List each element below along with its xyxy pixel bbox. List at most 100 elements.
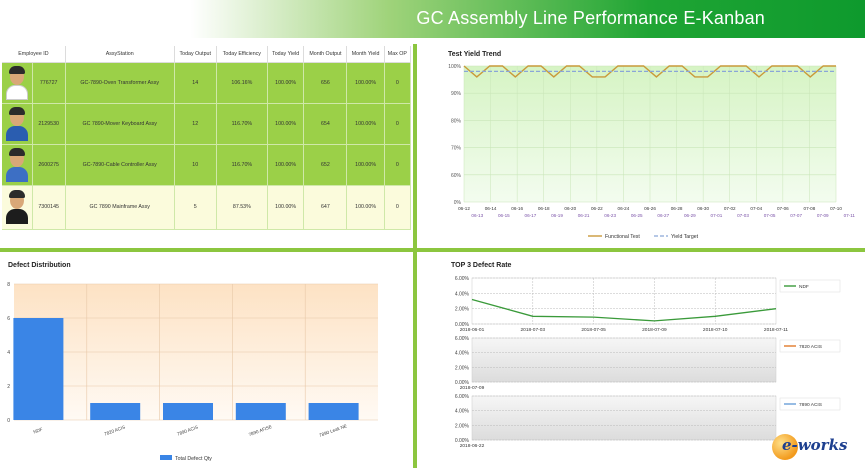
x-tick-label: 07-03: [737, 213, 749, 218]
x-tick-label: 06-29: [684, 213, 696, 218]
legend-swatch: [160, 455, 172, 460]
employee-photo: [2, 62, 33, 104]
x-tick-label: 07-01: [711, 213, 723, 218]
table-row[interactable]: 2600275 GC-7890-Cable Controller Assy 10…: [2, 144, 412, 186]
table-row[interactable]: 2129530 GC 7890-Mover Keyboard Assy 12 1…: [2, 103, 412, 145]
col-today-efficiency: Today Efficiency: [216, 46, 268, 63]
yield-trend-chart: 0%60%70%80%90%100%06-1206-1306-1406-1506…: [448, 64, 855, 240]
legend-label: NDF: [799, 284, 809, 290]
legend-label: 7820 ACIS: [799, 344, 822, 350]
cell-month-yield: 100.00%: [346, 185, 385, 230]
cell-today-efficiency: 116.70%: [216, 103, 268, 145]
x-tick-label: 06-22: [591, 206, 603, 211]
cell-today-yield: 100.00%: [267, 103, 305, 145]
x-tick-label: 07-08: [804, 206, 816, 211]
x-tick-label: 06-15: [498, 213, 510, 218]
avatar: [5, 65, 29, 100]
x-tick-label: 7820 ACIS: [104, 424, 126, 436]
performance-table: Employee ID AssyStation Today Output Tod…: [2, 46, 412, 230]
x-tick-label: 2018-07-09: [460, 385, 485, 391]
x-tick-label: 07-06: [777, 206, 789, 211]
x-tick-label: 06-26: [644, 206, 656, 211]
bar: [90, 403, 141, 420]
y-tick-label: 0: [7, 418, 10, 424]
cell-month-yield: 100.00%: [346, 62, 385, 104]
x-tick-label: 06-28: [671, 206, 683, 211]
cell-max-op: 0: [384, 103, 412, 145]
cell-month-yield: 100.00%: [346, 103, 385, 145]
x-tick-label: 07-10: [830, 206, 842, 211]
y-tick-label: 4.00%: [455, 291, 470, 297]
x-tick-label: 06-17: [525, 213, 537, 218]
cell-today-efficiency: 87.53%: [216, 185, 268, 230]
table-row[interactable]: 7300145 GC 7890 Mainframe Assy 5 87.53% …: [2, 185, 412, 230]
x-tick-label: 06-27: [657, 213, 669, 218]
series-line: [471, 298, 777, 322]
cell-employee-id: 2600275: [32, 144, 66, 186]
logo-text: e-works: [782, 436, 848, 454]
col-employee-id: Employee ID: [2, 46, 66, 63]
cell-month-yield: 100.00%: [346, 144, 385, 186]
x-tick-label: 06-13: [471, 213, 483, 218]
y-tick-label: 4.00%: [455, 351, 470, 357]
cell-month-output: 647: [303, 185, 348, 230]
x-tick-label: 06-18: [538, 206, 550, 211]
x-tick-label: 06-24: [618, 206, 630, 211]
table-row[interactable]: 776727 GC-7890-Oven Transformer Assy 14 …: [2, 62, 412, 104]
cell-station: GC 7890 Mainframe Assy: [65, 185, 175, 230]
cell-month-output: 654: [303, 103, 348, 145]
col-month-yield: Month Yield: [346, 46, 385, 63]
bar: [235, 403, 286, 420]
defect-distribution-title: Defect Distribution: [8, 262, 71, 269]
x-tick-label: 2018-07-03: [521, 327, 546, 333]
table-header-row: Employee ID AssyStation Today Output Tod…: [2, 46, 412, 63]
y-tick-label: 6.00%: [455, 336, 470, 342]
employee-photo: [2, 144, 33, 186]
cell-today-output: 10: [174, 144, 217, 186]
x-tick-label: 2018-06-01: [460, 327, 485, 333]
logo-circle-icon: [772, 434, 798, 460]
cell-today-output: 12: [174, 103, 217, 145]
cell-today-yield: 100.00%: [267, 185, 305, 230]
avatar: [5, 106, 29, 141]
header-bar: GC Assembly Line Performance E-Kanban: [0, 0, 865, 38]
avatar: [5, 190, 29, 224]
cell-station: GC-7890-Oven Transformer Assy: [65, 62, 175, 104]
col-today-yield: Today Yield: [267, 46, 305, 63]
x-tick-label: 06-19: [551, 213, 563, 218]
y-tick-label: 6: [7, 316, 10, 322]
legend-box: [779, 339, 841, 353]
top3-defect-charts: 0.00% 2.00% 4.00% 6.00% 2018-06-01 2018-07-03…: [455, 276, 841, 449]
vertical-divider: [413, 44, 417, 468]
page-title: GC Assembly Line Performance E-Kanban: [416, 8, 765, 28]
y-tick-label: 4: [7, 350, 10, 356]
x-tick-label: 06-20: [564, 206, 576, 211]
top3-defect-title: TOP 3 Defect Rate: [451, 262, 512, 269]
y-tick-label: 8: [7, 282, 10, 288]
y-tick-label: 90%: [451, 91, 462, 97]
x-tick-label: 07-07: [790, 213, 802, 218]
y-tick-label: 70%: [451, 146, 462, 152]
y-tick-label: 2.00%: [455, 307, 470, 313]
y-tick-label: 60%: [451, 173, 462, 179]
plot-area: [471, 337, 777, 383]
x-tick-label: 06-25: [631, 213, 643, 218]
legend-label: Yield Target: [671, 234, 699, 240]
y-tick-label: 6.00%: [455, 394, 470, 400]
col-max-op: Max OP: [384, 46, 412, 63]
y-tick-label: 0.00%: [455, 380, 470, 386]
x-tick-label: 2018-07-10: [703, 327, 728, 333]
cell-employee-id: 2129530: [32, 103, 66, 145]
col-assy-station: AssyStation: [65, 46, 175, 63]
x-tick-label: 06-30: [697, 206, 709, 211]
bar: [308, 403, 359, 420]
cell-max-op: 0: [384, 144, 412, 186]
legend-box: [779, 397, 841, 411]
defect-distribution-chart: 0 2 4 6 8 NDF 7820 ACIS 7890 ACIS 7890 AFISE 7890…: [7, 282, 378, 462]
x-tick-label: 06-12: [458, 206, 470, 211]
y-tick-label: 2.00%: [455, 365, 470, 371]
y-tick-label: 0.00%: [455, 322, 470, 328]
plot-area: [471, 277, 777, 325]
legend-label: Functional Test: [605, 234, 640, 240]
cell-today-output: 14: [174, 62, 217, 104]
